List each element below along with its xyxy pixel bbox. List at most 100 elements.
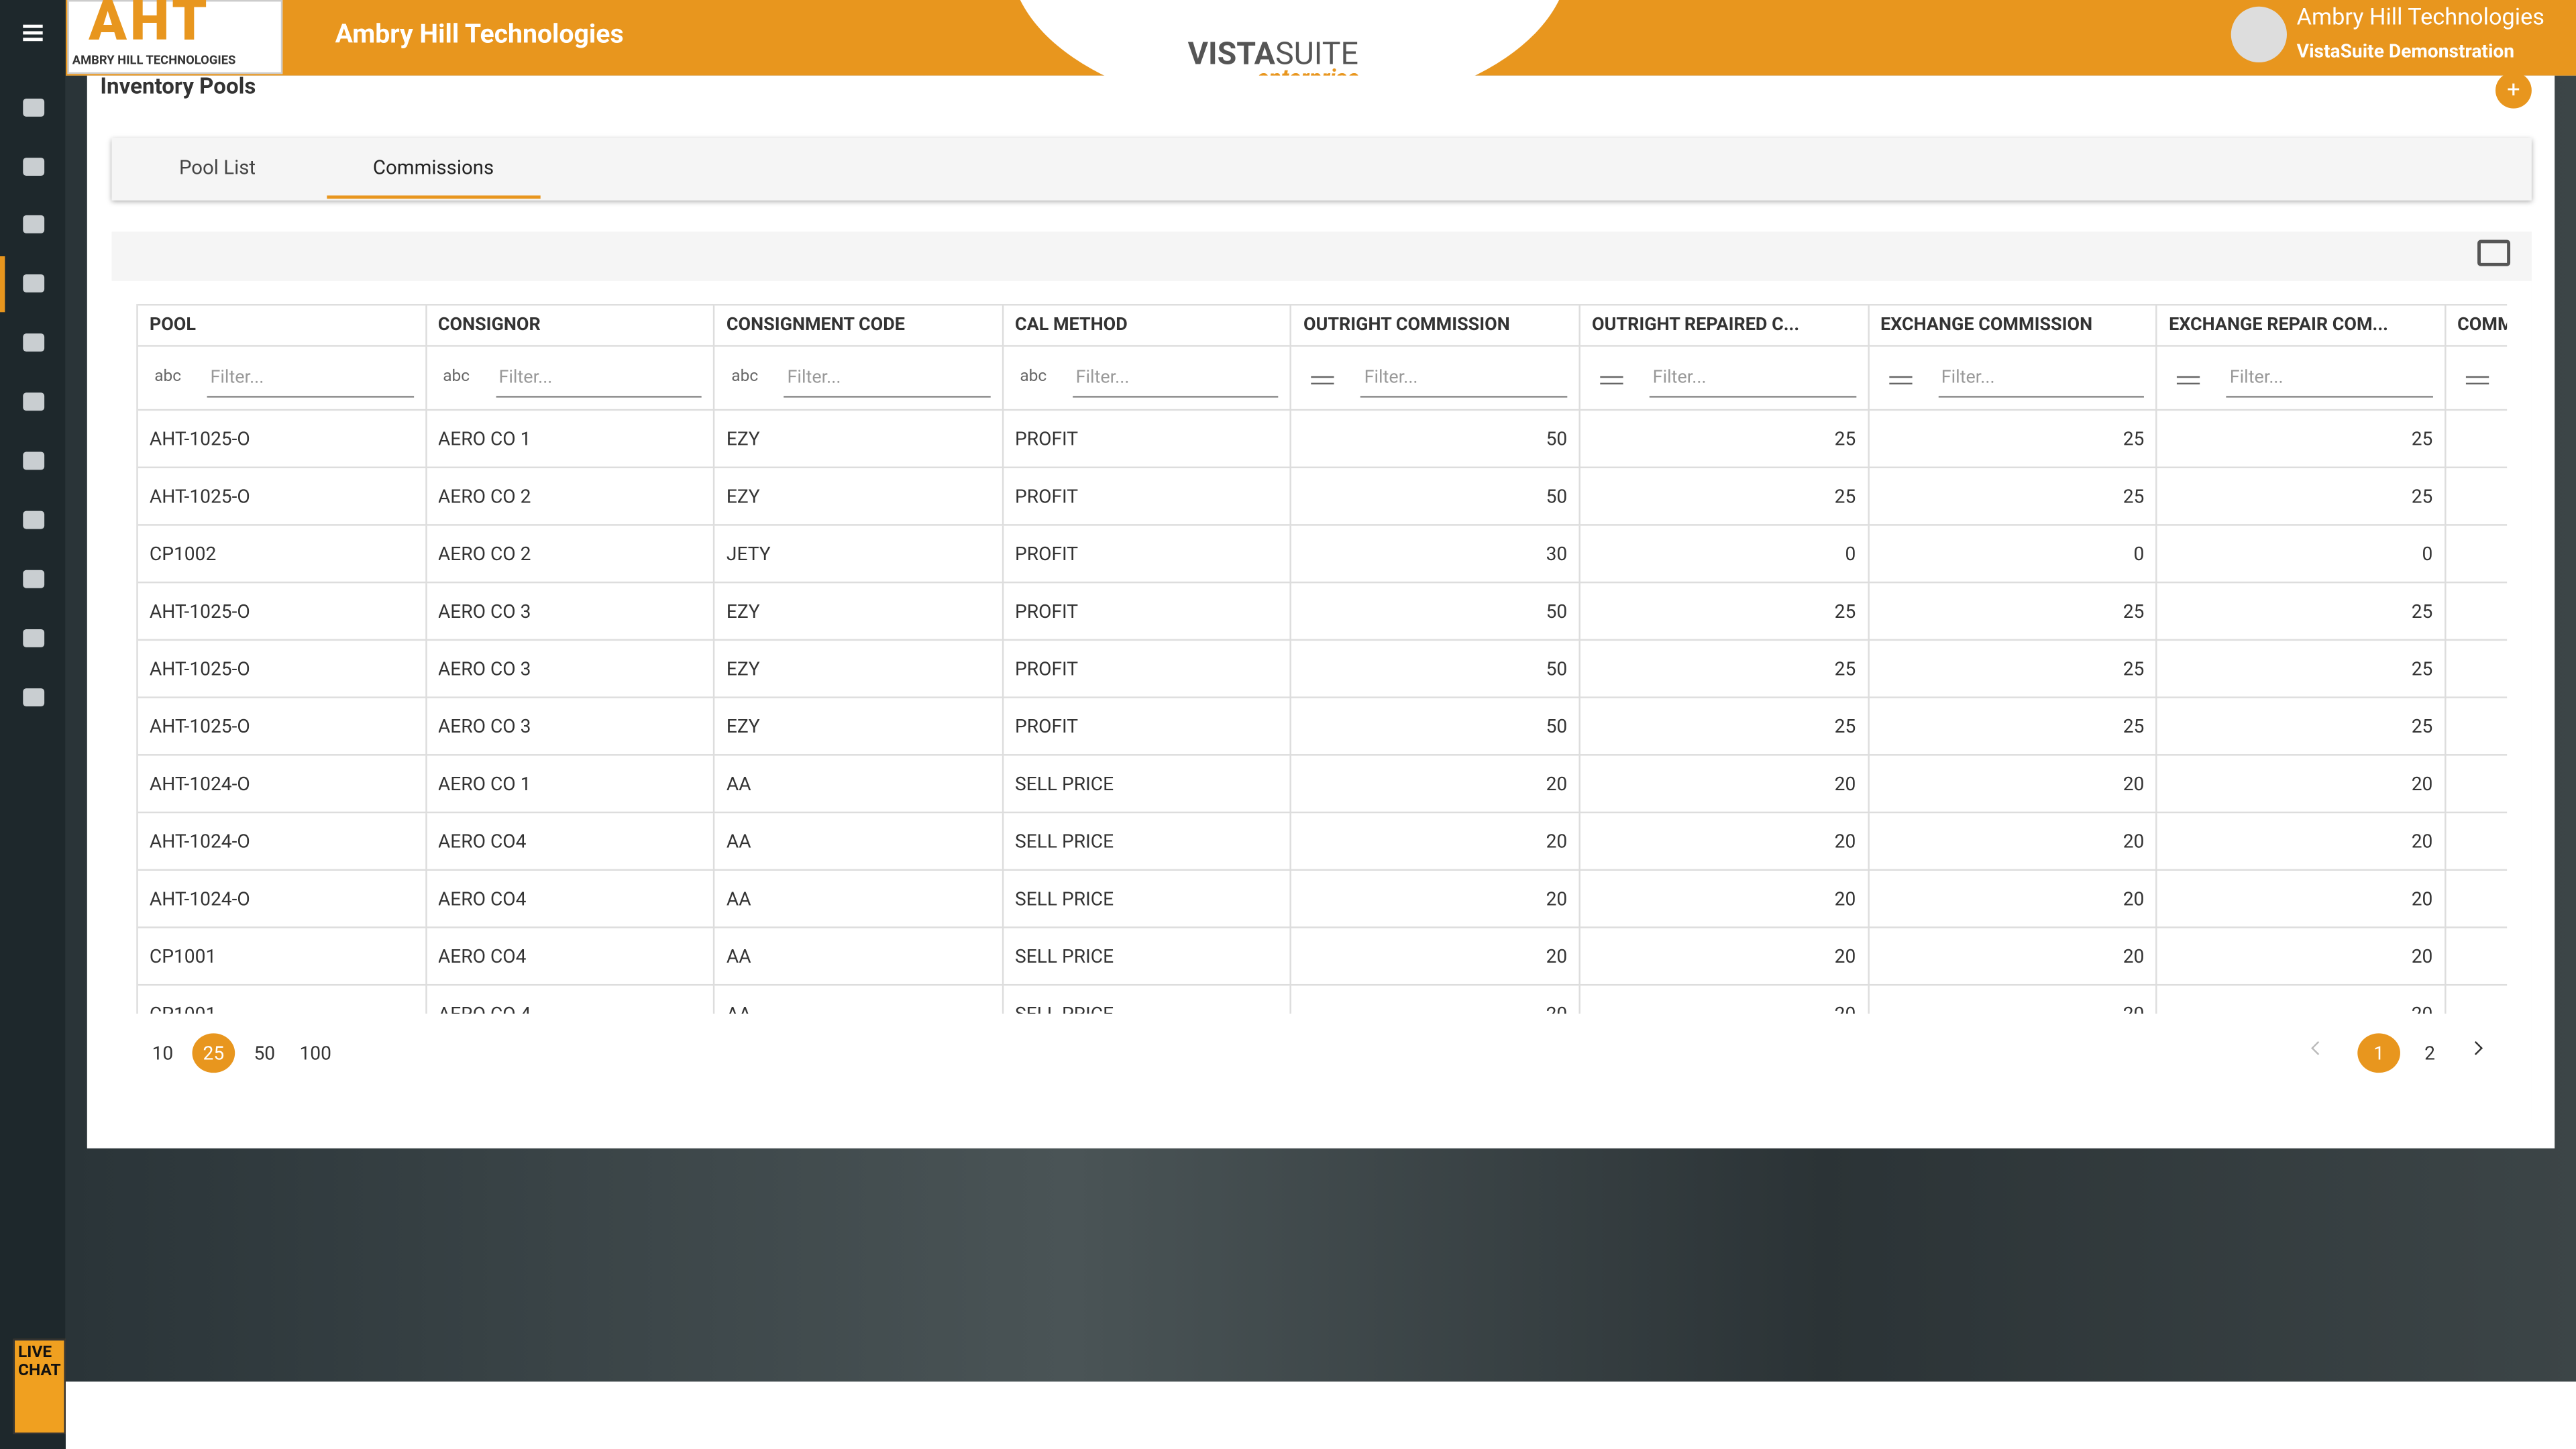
prev-page[interactable] [2311, 1041, 2325, 1055]
cell-border [138, 698, 427, 756]
avatar[interactable] [2231, 6, 2287, 63]
table-cell: AERO CO4 [437, 945, 527, 968]
column-header-label[interactable]: EXCHANGE REPAIR COM... [2169, 313, 2389, 335]
next-page[interactable] [2469, 1041, 2483, 1055]
column-header-label[interactable]: CONSIGNMENT CODE [726, 313, 905, 335]
table-cell: 20 [1546, 772, 1568, 796]
filter-input[interactable] [495, 363, 702, 398]
table-row[interactable] [138, 928, 2508, 986]
cell-border [715, 698, 1004, 756]
table-cell: 20 [2411, 1002, 2433, 1014]
cell-border [1869, 641, 2157, 698]
filter-type-icon[interactable] [1311, 376, 1335, 385]
filter-type-icon[interactable]: abc [154, 368, 182, 386]
nav-icon[interactable] [23, 392, 45, 411]
cell-border [138, 411, 427, 468]
nav-icon[interactable] [23, 688, 45, 707]
filter-cell [1868, 346, 2157, 411]
table-cell: 20 [2123, 772, 2145, 796]
table-cell: AHT-1024-O [149, 772, 250, 796]
table-cell: 25 [1834, 657, 1856, 680]
table-row[interactable] [138, 756, 2508, 814]
table-row[interactable] [138, 526, 2508, 584]
user-name: Ambry Hill Technologies [2296, 5, 2544, 32]
column-header-label[interactable]: EXCHANGE COMMISSION [1880, 313, 2093, 335]
table-cell: SELL PRICE [1014, 829, 1114, 853]
filter-type-icon[interactable]: abc [443, 368, 470, 386]
table-cell: 20 [2411, 829, 2433, 853]
add-button[interactable]: + [2496, 72, 2532, 109]
filter-input[interactable] [1649, 363, 1856, 398]
filter-type-icon[interactable] [2465, 376, 2489, 385]
filter-type-icon[interactable]: abc [1020, 368, 1047, 386]
filter-type-icon[interactable] [1600, 376, 1623, 385]
table-cell: AHT-1025-O [149, 657, 250, 680]
page-size-option[interactable]: 50 [254, 1041, 276, 1065]
page-size-option[interactable]: 10 [152, 1041, 174, 1065]
nav-icon[interactable] [23, 511, 45, 529]
nav-icon[interactable] [23, 158, 45, 176]
column-header-label[interactable]: POOL [149, 313, 196, 335]
tab[interactable]: Pool List [178, 156, 256, 179]
table-cell: 25 [1834, 427, 1856, 451]
table-row[interactable] [138, 641, 2508, 698]
nav-icon[interactable] [23, 215, 45, 233]
filter-cell [426, 346, 715, 411]
column-header-label[interactable]: CONSIGNOR [437, 313, 541, 335]
filter-placeholder: Filter... [1652, 366, 1707, 388]
cell-border [1580, 468, 1869, 526]
column-header-label[interactable]: CAL METHOD [1014, 313, 1128, 335]
filter-type-icon[interactable] [1888, 376, 1912, 385]
cell-border [2157, 755, 2446, 814]
page-size-option[interactable]: 100 [299, 1041, 331, 1065]
nav-icon[interactable] [23, 98, 45, 117]
table-cell: CP1001 [149, 1002, 217, 1014]
page-button[interactable]: 1 [2357, 1033, 2400, 1073]
tab[interactable]: Commissions [372, 156, 494, 179]
cell-border [715, 985, 1004, 1014]
nav-icon[interactable] [23, 333, 45, 352]
company-name: Ambry Hill Technologies [335, 17, 624, 50]
table-row[interactable] [138, 583, 2508, 641]
table-cell: AERO CO 1 [437, 772, 531, 796]
table-row[interactable] [138, 698, 2508, 756]
cell-border [427, 468, 715, 526]
filter-input[interactable] [1072, 363, 1279, 398]
table-row[interactable] [138, 468, 2508, 526]
cell-border [1004, 928, 1292, 986]
table-cell: 30 [1546, 542, 1568, 566]
nav-icon[interactable] [23, 629, 45, 647]
nav-icon[interactable] [23, 570, 45, 588]
menu-button[interactable] [23, 24, 43, 28]
filter-input[interactable] [784, 363, 991, 398]
table-cell: AA [726, 945, 751, 968]
filter-input[interactable] [2226, 363, 2433, 398]
column-header-label[interactable]: OUTRIGHT COMMISSION [1303, 313, 1510, 335]
cell-border [1869, 813, 2157, 871]
live-chat[interactable]: LIVE CHAT [13, 1338, 66, 1434]
cell-border [2157, 641, 2446, 698]
nav-icon[interactable] [23, 274, 45, 292]
cell-border [1869, 583, 2157, 641]
page-button[interactable]: 2 [2424, 1041, 2435, 1065]
filter-input[interactable] [207, 363, 414, 398]
table-cell: AERO CO 2 [437, 484, 531, 508]
cell-border [2157, 583, 2446, 641]
table-row[interactable] [138, 813, 2508, 871]
filter-type-icon[interactable]: abc [731, 368, 759, 386]
filter-input[interactable] [1937, 363, 2145, 398]
cell-border [1580, 928, 1869, 986]
layout-edit-button[interactable] [2477, 239, 2511, 266]
table-cell: 20 [2123, 829, 2145, 853]
table-row[interactable] [138, 411, 2508, 468]
table-row[interactable] [138, 871, 2508, 928]
table-cell: AERO CO 3 [437, 599, 531, 623]
nav-icon[interactable] [23, 451, 45, 470]
column-header-label[interactable]: COMM [2457, 313, 2507, 335]
filter-type-icon[interactable] [2177, 376, 2200, 385]
page-size-option[interactable]: 25 [192, 1033, 235, 1073]
table-cell: 20 [1546, 1002, 1568, 1014]
column-header-label[interactable]: OUTRIGHT REPAIRED C... [1592, 313, 1800, 335]
filter-cell [138, 346, 427, 411]
filter-input[interactable] [1360, 363, 1568, 398]
